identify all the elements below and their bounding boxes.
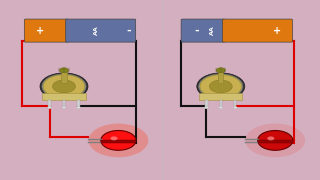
Circle shape [209, 80, 232, 93]
Text: +: + [273, 26, 281, 36]
Circle shape [233, 107, 237, 109]
Bar [101, 140, 136, 143]
Bar [218, 70, 223, 83]
Circle shape [52, 80, 76, 93]
Circle shape [258, 130, 293, 150]
Circle shape [216, 68, 225, 73]
Bar [234, 100, 236, 108]
FancyBboxPatch shape [66, 19, 136, 42]
Circle shape [219, 107, 223, 109]
Circle shape [204, 107, 208, 109]
Bar [61, 70, 67, 83]
Text: AA: AA [210, 26, 215, 35]
FancyBboxPatch shape [24, 19, 68, 42]
Circle shape [101, 130, 136, 150]
FancyBboxPatch shape [222, 19, 292, 42]
Circle shape [267, 136, 274, 140]
Circle shape [200, 75, 242, 98]
Bar [205, 100, 207, 108]
Bar [49, 100, 51, 108]
Bar [258, 140, 293, 143]
Text: AA: AA [94, 26, 99, 35]
Bar [220, 100, 222, 108]
Circle shape [199, 74, 243, 99]
Text: +: + [36, 26, 44, 36]
Circle shape [110, 136, 117, 140]
Circle shape [60, 68, 68, 73]
Circle shape [43, 75, 85, 98]
Bar [77, 100, 80, 108]
FancyBboxPatch shape [181, 19, 225, 42]
Circle shape [48, 107, 52, 109]
Circle shape [42, 74, 86, 99]
Circle shape [76, 107, 80, 109]
Bar [63, 100, 65, 108]
Circle shape [40, 73, 88, 100]
Bar [43, 93, 86, 100]
Circle shape [245, 124, 305, 157]
Text: -: - [127, 26, 131, 36]
Circle shape [88, 124, 148, 157]
Circle shape [62, 107, 66, 109]
Text: -: - [194, 26, 199, 36]
Bar [199, 93, 243, 100]
Circle shape [197, 73, 245, 100]
